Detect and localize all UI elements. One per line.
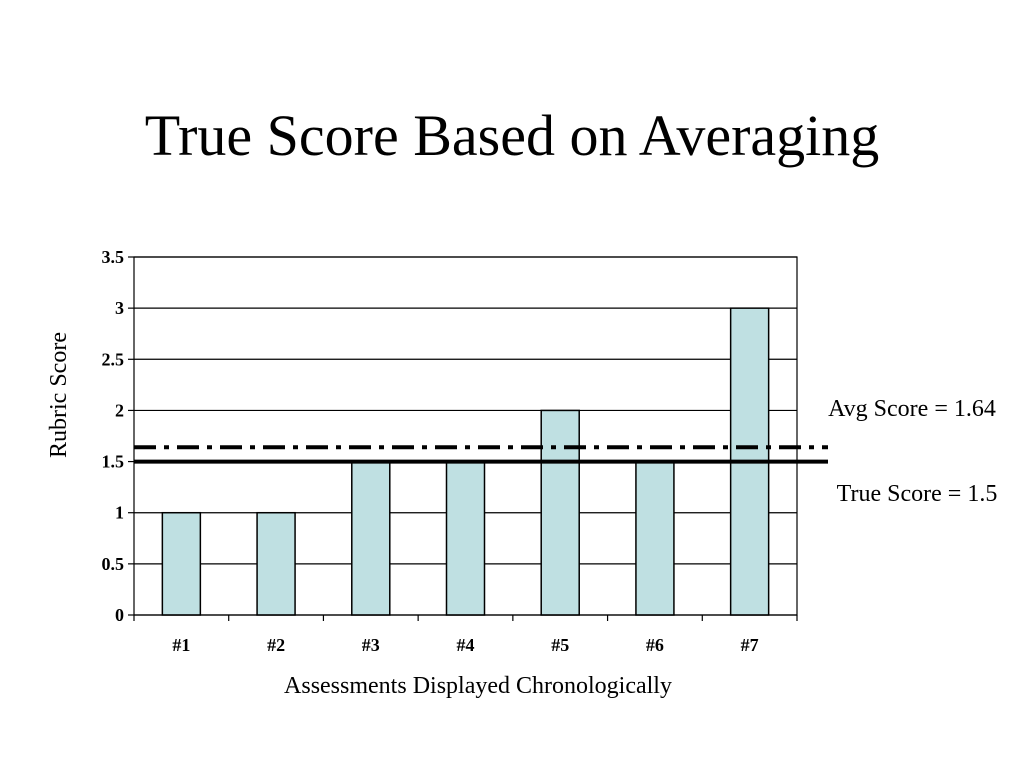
axes — [128, 256, 798, 621]
bar — [540, 409, 580, 616]
bar — [256, 511, 296, 616]
y-tick-label: 3 — [115, 298, 124, 318]
bar — [161, 511, 202, 616]
x-tick-label: #5 — [551, 635, 569, 655]
y-tick-label: 2.5 — [102, 349, 125, 369]
reference-lines — [134, 445, 828, 464]
y-tick-label: 3.5 — [102, 247, 125, 267]
slide-title: True Score Based on Averaging — [144, 103, 880, 168]
y-tick-label: 1 — [115, 503, 124, 523]
x-tick-label: #3 — [362, 635, 380, 655]
y-tick-label: 0.5 — [102, 554, 125, 574]
true-score-label: True Score = 1.5 — [837, 481, 998, 507]
bars — [161, 307, 770, 616]
labels: 0 0.5 1 1.5 2 2.5 3 3.5 #1 #2 #3 #4 #5 #6 #7 Avg Score … — [46, 247, 997, 699]
y-axis-title: Rubric Score — [46, 332, 72, 458]
x-axis-title: Assessments Displayed Chronologically — [284, 673, 672, 699]
x-tick-label: #1 — [172, 635, 190, 655]
y-tick-label: 1.5 — [102, 452, 125, 472]
x-tick-label: #6 — [646, 635, 664, 655]
avg-score-label: Avg Score = 1.64 — [828, 396, 996, 422]
plot-frame — [133, 256, 798, 616]
y-tick-label: 2 — [115, 400, 124, 420]
bar — [445, 460, 486, 616]
bar — [635, 460, 675, 616]
bar — [351, 460, 391, 616]
y-tick-label: 0 — [115, 605, 124, 625]
x-tick-label: #2 — [267, 635, 285, 655]
x-tick-label: #4 — [457, 635, 475, 655]
x-tick-label: #7 — [741, 635, 759, 655]
